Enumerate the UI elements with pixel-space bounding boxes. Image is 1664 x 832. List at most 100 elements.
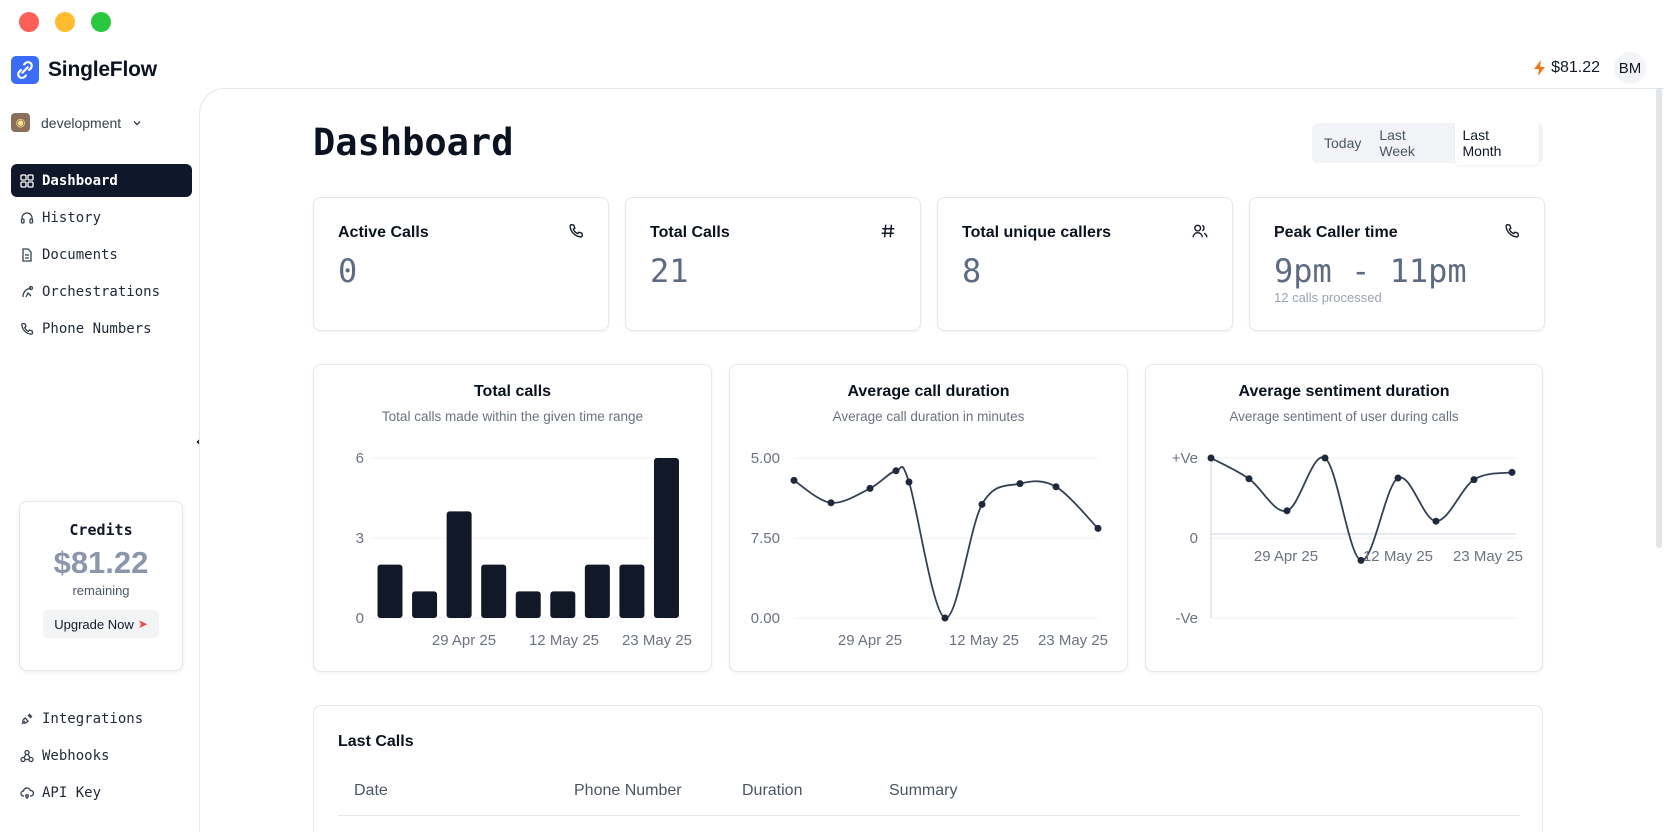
stat-title: Peak Caller time <box>1274 224 1398 241</box>
sidebar-item-integrations[interactable]: Integrations <box>11 702 192 735</box>
time-range-toggle: Today Last Week Last Month <box>1312 121 1543 165</box>
column-header-phone-number[interactable]: Phone Number <box>574 782 682 799</box>
x-tick-label: 29 Apr 25 <box>1254 548 1318 565</box>
brand[interactable]: SingleFlow <box>11 56 157 84</box>
minimize-window-button[interactable] <box>55 12 75 32</box>
grid-icon <box>20 173 34 188</box>
data-point <box>827 499 835 507</box>
x-tick-label: 12 May 25 <box>1363 548 1433 565</box>
y-tick-label: 0.00 <box>751 610 780 627</box>
sidebar-item-webhooks[interactable]: Webhooks <box>11 739 192 772</box>
sidebar-item-label: Documents <box>42 246 118 263</box>
bar <box>412 591 438 618</box>
range-last-week-button[interactable]: Last Week <box>1379 127 1415 159</box>
phone-icon <box>569 224 583 238</box>
sidebar-item-api-key[interactable]: API Key <box>11 776 192 809</box>
stat-value: 21 <box>650 252 689 290</box>
sidebar-item-label: API Key <box>42 784 102 801</box>
maximize-window-button[interactable] <box>91 12 111 32</box>
average-sentiment-line-chart: +Ve 0 -Ve 29 Apr 25 12 May 25 23 May 25 <box>1172 450 1523 627</box>
stat-card-unique-callers: Total unique callers 8 <box>937 197 1233 331</box>
cloud-key-icon <box>20 786 34 799</box>
y-tick-label: 0 <box>356 610 364 627</box>
webhook-icon <box>20 749 34 762</box>
document-icon <box>22 247 32 262</box>
column-header-duration[interactable]: Duration <box>742 782 803 799</box>
hash-icon <box>881 224 895 238</box>
y-tick-label: -Ve <box>1175 610 1198 627</box>
y-tick-label: 7.50 <box>751 530 780 547</box>
sidebar-item-documents[interactable]: Documents <box>11 238 192 271</box>
bar <box>653 458 679 618</box>
data-point <box>1207 454 1215 462</box>
chart-subtitle: Average sentiment of user during calls <box>1229 409 1459 424</box>
sidebar-item-label: Dashboard <box>42 172 118 189</box>
workspace-selector[interactable]: ◉ development <box>11 113 142 132</box>
credits-title: Credits <box>69 521 133 539</box>
sidebar-item-label: Orchestrations <box>42 283 161 300</box>
range-last-month-button[interactable]: Last Month <box>1454 121 1539 165</box>
stat-card-active-calls: Active Calls 0 <box>313 197 609 331</box>
sidebar-item-label: Webhooks <box>42 747 110 764</box>
singleflow-logo-icon <box>11 56 39 84</box>
data-point <box>1357 556 1365 564</box>
bar <box>584 564 610 618</box>
data-point <box>1245 475 1253 483</box>
y-tick-label: 6 <box>356 450 364 467</box>
column-header-summary[interactable]: Summary <box>889 782 958 799</box>
upgrade-now-button[interactable]: Upgrade Now ➤ <box>43 610 159 638</box>
sidebar-item-orchestrations[interactable]: Orchestrations <box>11 275 192 308</box>
sidebar-item-phone-numbers[interactable]: Phone Numbers <box>11 312 192 345</box>
stat-subtext: 12 calls processed <box>1274 290 1382 305</box>
bar <box>619 564 645 618</box>
total-calls-bar-chart: 6 3 0 29 Apr 25 12 May 25 23 May 25 <box>356 450 692 649</box>
average-call-duration-line-chart: 5.00 7.50 0.00 29 Apr 25 12 May 25 23 May 25 <box>751 450 1108 649</box>
window-controls <box>19 12 111 32</box>
page-title: Dashboard <box>313 121 514 164</box>
sidebar-item-history[interactable]: History <box>11 201 192 234</box>
lightning-icon <box>1534 60 1546 76</box>
sidebar-item-label: History <box>42 209 102 226</box>
data-point <box>905 478 913 486</box>
close-window-button[interactable] <box>19 12 39 32</box>
x-tick-label: 23 May 25 <box>622 632 692 649</box>
data-point <box>1394 474 1402 482</box>
chart-title: Total calls <box>473 383 552 400</box>
data-point <box>1016 480 1024 488</box>
data-point <box>1508 468 1516 476</box>
range-today-button[interactable]: Today <box>1324 135 1362 151</box>
y-tick-label: 0 <box>1190 530 1198 547</box>
y-tick-label: +Ve <box>1172 450 1198 467</box>
bar <box>481 564 507 618</box>
chart-card-average-call-duration: Average call duration Average call durat… <box>729 364 1128 672</box>
data-point <box>1321 454 1329 462</box>
data-point <box>1470 476 1478 484</box>
data-point <box>1432 517 1440 525</box>
stat-value: 0 <box>338 252 358 290</box>
stat-title: Total unique callers <box>962 224 1112 241</box>
bar <box>515 591 541 618</box>
y-tick-label: 3 <box>356 530 364 547</box>
chart-title: Average call duration <box>847 383 1010 400</box>
rocket-icon: ➤ <box>137 617 148 631</box>
credit-balance[interactable]: $81.22 <box>1534 59 1600 77</box>
chart-card-average-sentiment: Average sentiment duration Average senti… <box>1145 364 1543 672</box>
workspace-name: development <box>41 114 122 131</box>
main-scrollbar[interactable] <box>1656 88 1662 548</box>
sidebar-item-dashboard[interactable]: Dashboard <box>11 164 192 197</box>
avatar[interactable]: BM <box>1614 52 1646 84</box>
users-icon <box>1192 224 1208 238</box>
chevron-down-icon <box>133 120 141 125</box>
sidebar-item-label: Integrations <box>42 710 144 727</box>
table-title: Last Calls <box>338 733 414 750</box>
plug-icon <box>21 713 33 724</box>
stat-value: 8 <box>962 252 982 290</box>
x-tick-label: 12 May 25 <box>949 632 1019 649</box>
stat-card-total-calls: Total Calls 21 <box>625 197 921 331</box>
credits-card: Credits $81.22 remaining Upgrade Now ➤ <box>19 501 183 671</box>
bar <box>446 511 472 618</box>
data-point <box>790 476 798 484</box>
column-header-date[interactable]: Date <box>354 782 388 799</box>
top-right-bar: $81.22 BM <box>1534 52 1646 84</box>
stat-card-peak-caller-time: Peak Caller time 9pm - 11pm 12 calls pro… <box>1249 197 1545 331</box>
